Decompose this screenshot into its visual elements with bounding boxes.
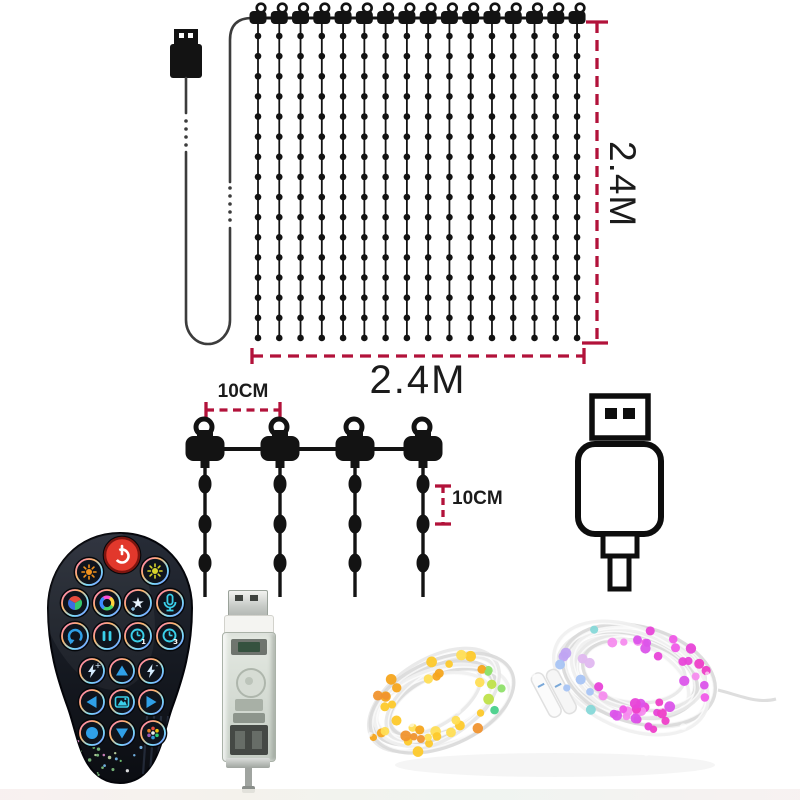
remote-control: ★ 1 3 + - xyxy=(46,531,194,785)
speed-down-button: - xyxy=(136,656,166,686)
arrow-up-button xyxy=(107,656,137,686)
pause-button xyxy=(91,620,123,652)
svg-text:★: ★ xyxy=(131,594,144,612)
controller-end-cap xyxy=(226,758,270,768)
hook-spacing-detail xyxy=(185,416,443,597)
timer-1-button: 1 xyxy=(122,620,154,652)
arrow-left-button xyxy=(77,687,107,717)
arrow-right-button xyxy=(136,687,166,717)
arrow-down-button xyxy=(107,718,137,748)
usb-plug-outline-icon xyxy=(575,393,664,592)
power-button xyxy=(102,535,142,575)
dimension-lines xyxy=(204,20,608,526)
svg-text:1: 1 xyxy=(141,638,146,646)
svg-text:-: - xyxy=(156,661,159,670)
music-mic-button xyxy=(154,587,186,619)
brightness-up-button xyxy=(139,555,171,587)
color-wheel-button xyxy=(91,587,123,619)
string-lights-bundle xyxy=(366,619,777,777)
remote-buttons: ★ 1 3 + - xyxy=(59,535,186,748)
brightness-down-button xyxy=(73,556,105,588)
controller-cable xyxy=(245,768,252,788)
svg-text:+: + xyxy=(95,661,102,670)
bottom-edge-band xyxy=(0,789,800,800)
controller-body xyxy=(222,632,276,762)
dimension-height-label: 2.4M xyxy=(602,141,643,228)
multicolor-button xyxy=(138,718,168,748)
timer-3-button: 3 xyxy=(154,620,186,652)
hook-spacing-label: 10CM xyxy=(217,381,269,402)
scene-button xyxy=(107,687,137,717)
record-button xyxy=(77,718,107,748)
speed-up-button: + xyxy=(77,656,107,686)
effect-star-button: ★ xyxy=(122,587,154,619)
usb-controller xyxy=(220,584,278,796)
curtain-grid xyxy=(170,2,586,346)
undo-button xyxy=(59,620,91,652)
svg-text:3: 3 xyxy=(173,638,178,646)
led-spacing-label: 10CM xyxy=(452,488,503,509)
controller-button xyxy=(236,668,266,698)
color-palette-button xyxy=(59,587,91,619)
dimension-width-label: 2.4M xyxy=(369,358,467,402)
